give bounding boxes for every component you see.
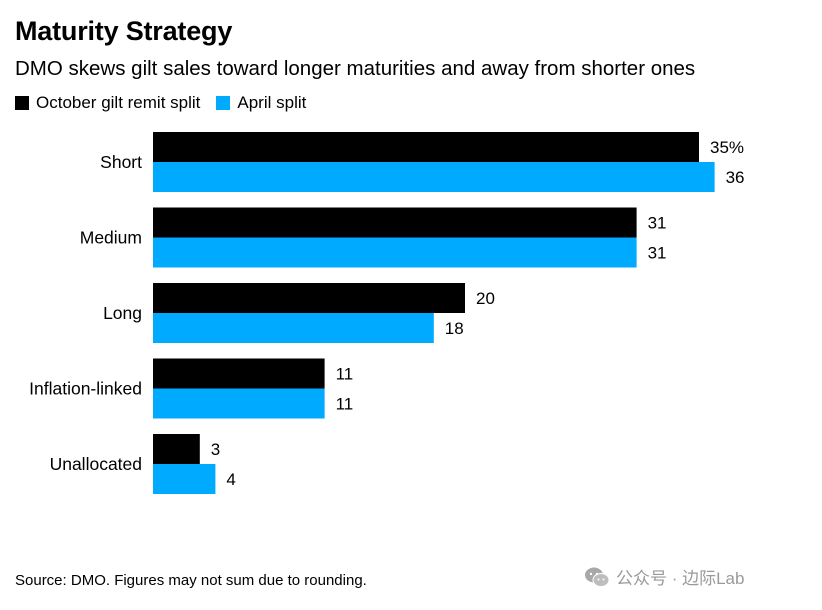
watermark-text: 公众号 · 边际Lab — [616, 569, 745, 588]
category-label-medium: Medium — [80, 228, 142, 248]
data-label-long-october: 20 — [476, 289, 495, 308]
category-label-inflation-linked: Inflation-linked — [29, 379, 142, 399]
data-label-medium-april: 31 — [648, 244, 667, 263]
bar-chart: Short 35% 36 Medium 31 31 Long 20 18 Inflation-li… — [29, 132, 745, 494]
data-label-short-april: 36 — [726, 168, 745, 187]
category-label-short: Short — [100, 152, 142, 172]
bar-unallocated-april — [153, 464, 216, 494]
bar-medium-october — [153, 207, 637, 238]
legend-item-october: October gilt remit split — [15, 93, 200, 113]
legend-label-april: April split — [237, 93, 307, 112]
bar-short-october — [153, 132, 699, 162]
bar-inflation-linked-october — [153, 358, 325, 389]
data-label-short-october: 35% — [710, 138, 744, 157]
source-note: Source: DMO. Figures may not sum due to … — [15, 572, 367, 589]
data-label-medium-october: 31 — [648, 214, 667, 233]
chart-subtitle: DMO skews gilt sales toward longer matur… — [15, 57, 696, 80]
watermark: 公众号 · 边际Lab — [584, 564, 744, 589]
bar-short-april — [153, 162, 715, 192]
data-label-inflation-linked-october: 11 — [336, 365, 354, 384]
data-label-inflation-linked-april: 11 — [336, 395, 354, 414]
bar-unallocated-october — [153, 434, 200, 464]
category-label-unallocated: Unallocated — [50, 454, 142, 474]
category-label-long: Long — [103, 303, 142, 323]
legend-swatch-october — [15, 96, 29, 110]
data-label-long-april: 18 — [445, 319, 464, 338]
bar-long-april — [153, 313, 434, 343]
bar-medium-april — [153, 237, 637, 268]
data-label-unallocated-april: 4 — [226, 470, 235, 489]
legend: October gilt remit split April split — [15, 93, 322, 113]
legend-item-april: April split — [216, 93, 306, 113]
legend-swatch-april — [216, 96, 231, 110]
bar-inflation-linked-april — [153, 388, 325, 419]
wechat-icon — [585, 567, 610, 587]
legend-label-october: October gilt remit split — [36, 93, 201, 112]
bar-long-october — [153, 283, 465, 313]
data-label-unallocated-october: 3 — [211, 440, 220, 459]
chart-title: Maturity Strategy — [15, 16, 233, 46]
